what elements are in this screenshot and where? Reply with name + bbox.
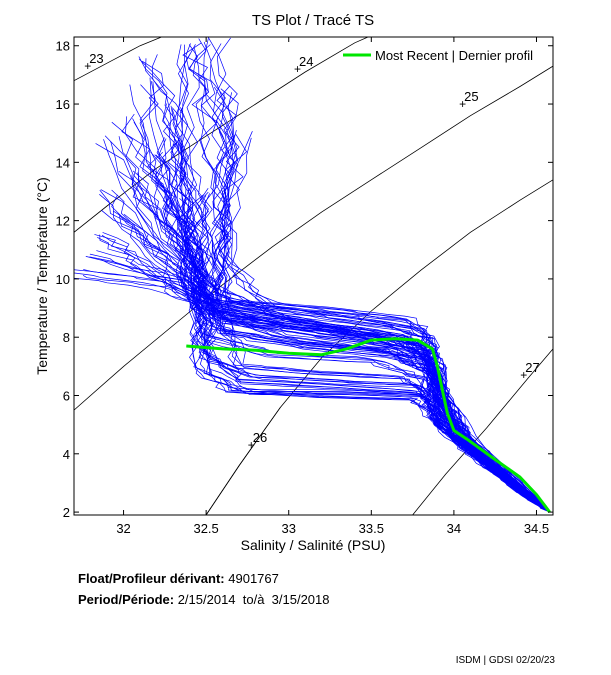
x-tick-label: 32 (116, 521, 130, 536)
density-contours (74, 37, 553, 515)
historical-profile-line (182, 42, 550, 513)
y-tick-label: 6 (63, 389, 70, 404)
historical-profile-line (220, 88, 550, 513)
y-tick-label: 16 (56, 97, 70, 112)
density-contour-label: 26 (253, 430, 267, 445)
historical-profile-line (210, 87, 550, 513)
historical-profile-line (131, 174, 550, 513)
y-tick-label: 10 (56, 272, 70, 287)
historical-profile-line (132, 170, 550, 513)
density-contour-line (74, 37, 369, 233)
y-tick-label: 4 (63, 447, 70, 462)
x-tick-label: 34.5 (524, 521, 549, 536)
float-label: Float/Profileur dérivant: (78, 571, 225, 586)
period-value: 2/15/2014 to/à 3/15/2018 (177, 592, 330, 607)
x-tick-label: 33.5 (359, 521, 384, 536)
x-axis-ticks: 32 32.5 33 33.5 34 34.5 (116, 37, 549, 536)
y-tick-label: 8 (63, 330, 70, 345)
historical-profile-line (213, 91, 550, 513)
historical-profile-line (137, 172, 550, 513)
historical-profile-line (189, 44, 550, 513)
density-contour-label: 24 (299, 54, 313, 69)
y-tick-label: 2 (63, 505, 70, 520)
historical-profile-line (190, 191, 550, 513)
y-axis-label: Temperature / Température (°C) (34, 177, 50, 375)
y-tick-label: 14 (56, 155, 70, 170)
density-contour-cross: + (84, 59, 91, 73)
latest-profile-line (186, 337, 551, 514)
historical-profile-line (138, 58, 550, 513)
plot-frame (73, 36, 554, 516)
historical-profile-line (188, 44, 550, 513)
historical-profile-line (181, 48, 550, 513)
legend-label: Most Recent | Dernier profil (375, 48, 533, 63)
chart-title: TS Plot / Tracé TS (252, 12, 374, 29)
historical-profile-line (178, 206, 550, 513)
legend: Most Recent | Dernier profil (343, 48, 533, 63)
historical-profile-line (201, 134, 550, 513)
x-tick-label: 32.5 (193, 521, 218, 536)
density-contour-line (205, 406, 281, 515)
density-contour-label: 25 (464, 89, 478, 104)
historical-profile-line (102, 232, 550, 513)
float-info: Float/Profileur dérivant: 4901767 (78, 571, 279, 586)
density-contour-label: 23 (89, 51, 103, 66)
historical-profile-line (101, 259, 551, 513)
density-contour-label: 27 (525, 360, 539, 375)
density-contour-cross: + (294, 62, 301, 76)
density-contour-cross: + (520, 368, 527, 382)
density-contour-line (74, 37, 162, 82)
period-label: Period/Période: (78, 592, 175, 607)
density-contour-line (412, 348, 553, 515)
historical-profile-line (161, 142, 550, 513)
historical-profile-line (74, 272, 550, 513)
y-tick-label: 18 (56, 39, 70, 54)
density-contour-cross: + (248, 438, 255, 452)
historical-profile-line (138, 56, 550, 513)
density-contour-line (74, 65, 553, 411)
historical-profile-line (130, 177, 550, 513)
x-tick-label: 34 (447, 521, 461, 536)
latest-profile (186, 337, 551, 514)
density-contour-cross: + (459, 97, 466, 111)
historical-profile-line (142, 60, 550, 513)
historical-profile-line (182, 204, 550, 513)
footer-credit: ISDM | GDSI 02/20/23 (455, 655, 555, 666)
period-info: Period/Période: 2/15/2014 to/à 3/15/2018 (78, 592, 330, 607)
y-tick-label: 12 (56, 214, 70, 229)
density-contour-labels: +23+24+25+26+27 (84, 51, 540, 452)
x-tick-label: 33 (281, 521, 295, 536)
historical-profiles (74, 37, 551, 513)
x-axis-label: Salinity / Salinité (PSU) (241, 537, 386, 553)
float-value: 4901767 (228, 571, 279, 586)
historical-profile-line (162, 103, 550, 513)
historical-profile-line (216, 85, 550, 513)
